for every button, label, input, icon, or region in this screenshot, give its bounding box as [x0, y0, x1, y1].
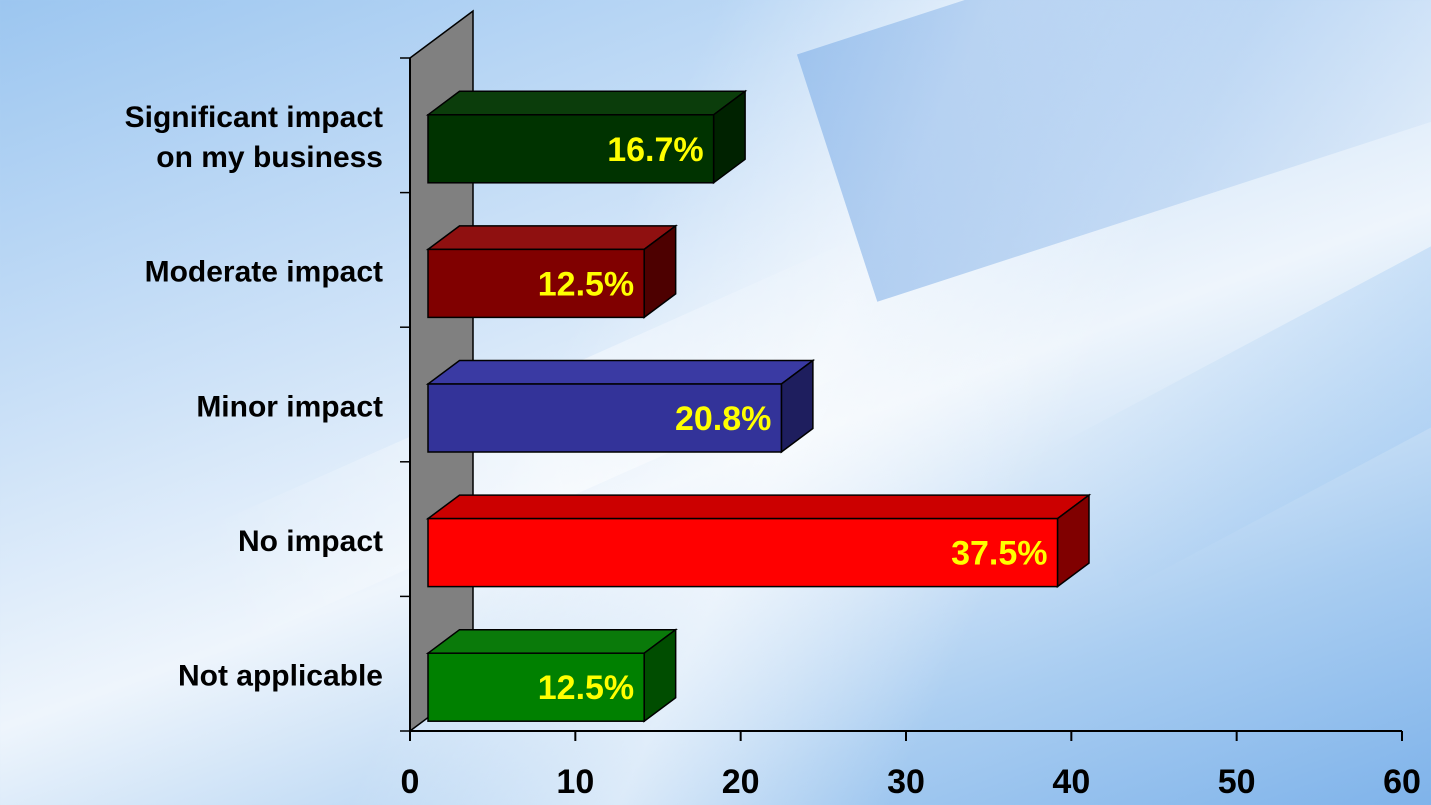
x-tick-label: 30 — [887, 763, 925, 801]
category-label: Not applicable — [178, 659, 383, 692]
x-tick-label: 0 — [401, 763, 420, 801]
category-label: Minor impact — [196, 390, 383, 423]
x-tick-label: 20 — [722, 763, 760, 801]
bar-front-face — [427, 114, 715, 184]
bar — [425, 493, 1092, 589]
bar-data-label: 37.5% — [951, 535, 1047, 573]
x-tick-label: 10 — [556, 763, 594, 801]
bar-top-face — [425, 494, 1092, 520]
bar — [425, 89, 748, 185]
bar-top-face — [425, 628, 678, 654]
bar-data-label: 12.5% — [538, 265, 634, 303]
bar-front-face — [427, 383, 783, 453]
bar-data-label: 20.8% — [675, 400, 771, 438]
x-tick-label: 50 — [1218, 763, 1256, 801]
category-label: Significant impact on my business — [125, 101, 383, 174]
category-label: Moderate impact — [145, 256, 383, 289]
category-label: No impact — [238, 525, 383, 558]
x-tick-label: 40 — [1052, 763, 1090, 801]
bar-front-face — [427, 652, 645, 722]
bar-data-label: 16.7% — [607, 131, 703, 169]
x-tick-label: 60 — [1383, 763, 1421, 801]
bar — [425, 224, 678, 319]
bar — [425, 628, 678, 723]
bar-data-label: 12.5% — [538, 669, 634, 707]
bar-front-face — [427, 248, 645, 319]
bar-front-face — [427, 517, 1059, 588]
bar — [425, 359, 816, 454]
bar-top-face — [425, 90, 748, 116]
bar-top-face — [425, 225, 678, 251]
bar-top-face — [425, 359, 816, 385]
